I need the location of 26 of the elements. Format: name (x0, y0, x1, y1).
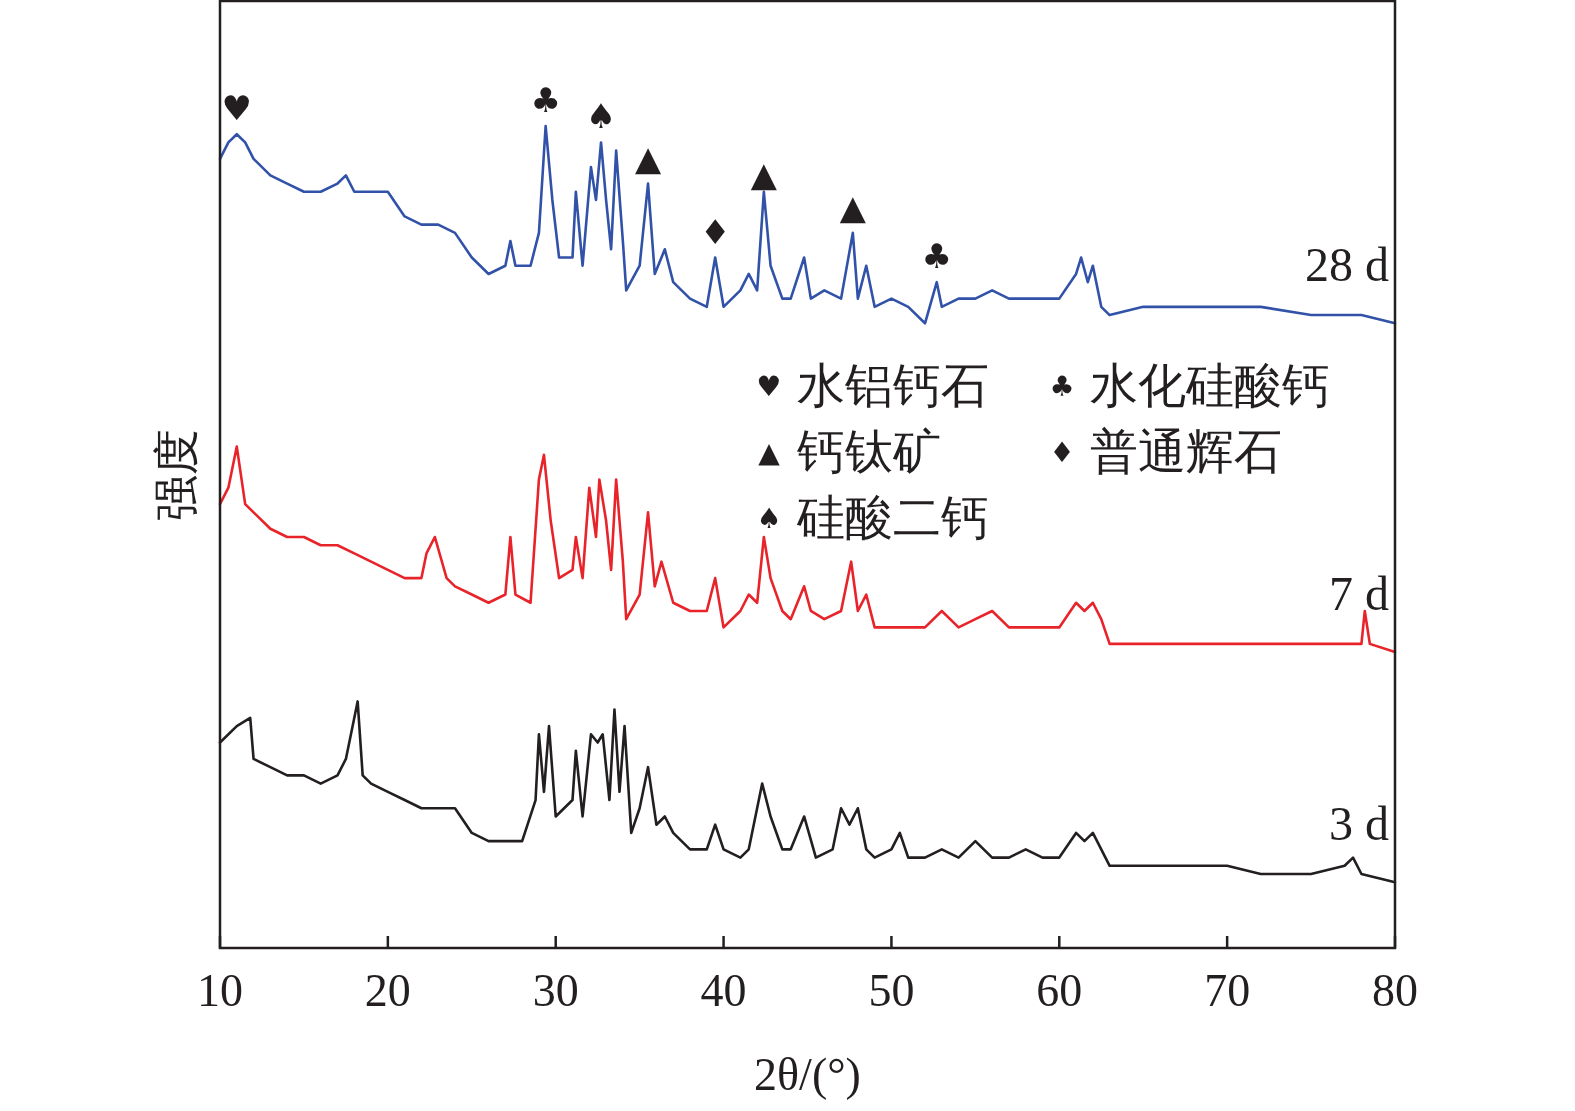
x-tick-label: 30 (532, 965, 579, 1016)
annotation: ♠ 硅酸二钙 (756, 491, 989, 544)
x-tick-label: 50 (868, 965, 915, 1016)
x-tick-label: 10 (197, 965, 243, 1016)
annotation: ♦ (699, 211, 731, 252)
x-tick-label: 20 (364, 965, 411, 1016)
series-label: 3 d (1329, 797, 1389, 851)
annotation: ♥ (221, 88, 253, 129)
x-tick-label: 60 (1036, 965, 1083, 1016)
annotation: ♣ (530, 80, 561, 120)
series-label: 7 d (1329, 567, 1389, 621)
annotation: ♦ 普通辉石 (1049, 425, 1282, 478)
y-axis-title: 强度 (151, 428, 202, 521)
annotation: ♠ (585, 96, 617, 137)
annotation: ♣ (921, 236, 952, 277)
annotation: ▲ 钙钛矿 (758, 425, 941, 478)
x-tick-label: 40 (700, 965, 747, 1016)
annotation: ♣ 水化硅酸钙 (1049, 359, 1330, 412)
annotation: ▲ (839, 186, 867, 227)
series-label: 28 d (1305, 238, 1389, 292)
annotation: ▲ (634, 137, 662, 178)
annotation: ♥ 水铝钙石 (756, 359, 989, 412)
x-tick-label: 80 (1372, 965, 1418, 1016)
x-axis-title: 2θ/(°) (754, 1049, 861, 1100)
x-tick-label: 70 (1204, 965, 1251, 1016)
annotation: ▲ (750, 153, 778, 194)
